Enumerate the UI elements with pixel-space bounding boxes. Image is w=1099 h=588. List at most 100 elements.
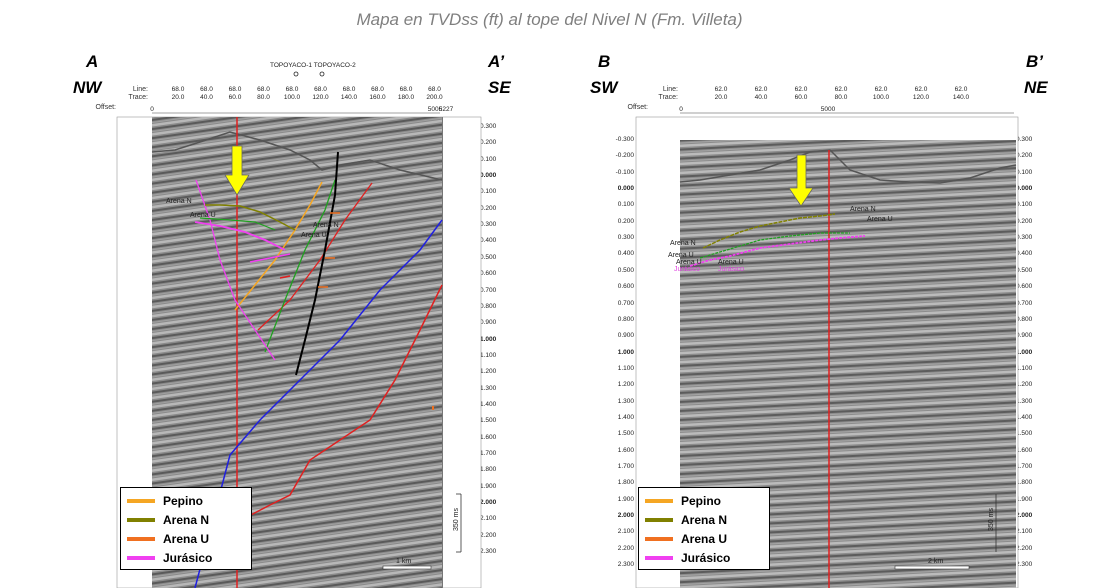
right-col: 62.0 60.0	[790, 86, 812, 102]
right-y-tick: 1.100	[617, 364, 634, 372]
label-arena-u-right: Arena U	[668, 252, 694, 259]
right-y-tick: 0.200	[617, 217, 634, 225]
right-col: 62.0 100.0	[870, 86, 892, 102]
right-line-value: 62.0	[834, 86, 848, 93]
right-trace-value: 40.0	[754, 94, 768, 101]
right-legend-item: Pepino	[645, 491, 763, 510]
right-scale-km: 2 km	[928, 558, 944, 565]
left-y-right-tick: 0.600	[480, 270, 497, 278]
right-y-right-tick: 1.200	[1016, 381, 1033, 389]
offset-label: Offset:	[95, 104, 117, 111]
left-y-right-tick: 0.200	[480, 204, 497, 212]
left-col: 68.0 60.0	[224, 86, 246, 102]
right-trace-value: 20.0	[714, 94, 728, 101]
left-header-labels: Line: Trace:	[108, 86, 148, 102]
label-arena-u-right-top: Arena U	[867, 216, 893, 223]
right-y-right-tick: 1.600	[1016, 446, 1033, 454]
right-y-tick: 1.400	[617, 413, 634, 421]
label-arena-n-right: Arena N	[670, 240, 696, 247]
right-y-tick: 1.300	[617, 397, 634, 405]
right-y-right-tick: 2.300	[1016, 561, 1033, 569]
right-legend-swatch	[645, 555, 673, 560]
line-label: Line:	[132, 86, 148, 93]
right-header-labels: Line: Trace:	[638, 86, 678, 102]
label-arena-u-2: Arena U	[301, 232, 327, 239]
right-line-value: 62.0	[954, 86, 968, 93]
label-arena-u-right-3: Arena U	[718, 259, 744, 266]
left-y-right-tick: 1.400	[480, 400, 497, 408]
right-y-right-tick: 2.000	[1016, 512, 1033, 520]
left-y-right-tick: 0.300	[480, 221, 497, 229]
right-col: 62.0 80.0	[830, 86, 852, 102]
offset-label-right: Offset:	[627, 104, 649, 111]
left-line-value: 68.0	[399, 86, 413, 93]
left-trace-value: 120.0	[312, 94, 329, 101]
left-y-right-tick: 2.100	[480, 515, 497, 523]
corner-label-ne: NE	[1024, 78, 1048, 97]
right-y-tick: 0.500	[617, 266, 634, 274]
right-legend-swatch	[645, 536, 673, 541]
left-y-right-tick: 0.100	[480, 188, 497, 196]
right-y-tick: -0.200	[615, 152, 634, 160]
right-y-right-tick: 0.300	[1016, 234, 1033, 242]
left-y-right-tick: 0.000	[480, 172, 497, 180]
left-trace-value: 160.0	[369, 94, 386, 101]
right-y-tick: 0.600	[617, 283, 634, 291]
label-arena-n-2: Arena N	[313, 222, 339, 229]
right-legend-label: Arena N	[681, 512, 728, 527]
right-scale-ms: 350 ms	[987, 508, 995, 531]
right-y-right-tick: 2.200	[1016, 544, 1033, 552]
label-jurasico-right-2: Jurásico	[718, 266, 745, 273]
right-y-tick: 0.300	[617, 234, 634, 242]
left-legend-label: Arena U	[163, 531, 210, 546]
well-names: TOPOYACO-1 TOPOYACO-2	[270, 62, 356, 69]
trace-end: 5227	[438, 106, 454, 113]
label-jurasico-right-1: Jurásico	[674, 266, 701, 273]
left-line-value: 68.0	[314, 86, 327, 93]
left-y-right-tick: 1.600	[480, 433, 497, 441]
left-line-value: 68.0	[342, 86, 356, 93]
right-y-right-tick: 1.400	[1016, 413, 1033, 421]
right-y-right-tick: 1.800	[1016, 479, 1033, 487]
right-y-right-tick: 0.300	[1016, 136, 1033, 143]
right-trace-value: 60.0	[794, 94, 808, 101]
right-legend-label: Arena U	[681, 531, 728, 546]
left-y-right-tick: 0.300	[480, 123, 497, 130]
left-y-right-tick: 1.700	[480, 450, 497, 457]
left-y-right-tick: 1.900	[480, 482, 497, 490]
label-arena-n-right-top: Arena N	[850, 206, 876, 213]
left-y-right-tick: 2.300	[480, 548, 497, 556]
right-y-right-tick: 0.800	[1016, 315, 1033, 323]
right-y-right-tick: 0.100	[1016, 168, 1033, 176]
left-col: 68.0 80.0	[253, 86, 275, 102]
right-y-right-tick: 0.400	[1016, 250, 1033, 258]
right-y-tick: -0.300	[615, 136, 634, 143]
right-y-tick: 1.600	[617, 446, 634, 454]
left-legend-label: Jurásico	[163, 550, 213, 565]
left-col: 68.0 40.0	[196, 86, 218, 102]
left-y-right-tick: 1.500	[480, 417, 497, 425]
right-y-right-tick: 2.100	[1016, 528, 1033, 536]
left-trace-value: 180.0	[397, 94, 415, 101]
left-trace-value: 80.0	[257, 94, 270, 101]
right-y-tick: 1.900	[617, 495, 634, 503]
left-trace-value: 140.0	[340, 94, 358, 101]
right-y-tick: 2.000	[617, 512, 634, 520]
corner-label-b: B	[598, 52, 611, 71]
left-y-right-tick: 1.100	[480, 351, 497, 359]
right-y-tick: 0.900	[617, 332, 634, 340]
right-y-tick: -0.100	[615, 168, 634, 176]
left-legend-item: Arena U	[127, 529, 245, 548]
left-y-right-tick: 0.700	[480, 286, 497, 294]
right-y-tick: 0.700	[617, 299, 634, 307]
left-y-right-tick: 0.500	[480, 253, 497, 261]
left-scale-km: 1 km	[396, 558, 412, 565]
left-line-value: 68.0	[228, 86, 242, 93]
left-y-right-tick: 2.200	[480, 531, 497, 539]
right-y-tick: 2.200	[617, 544, 634, 552]
left-y-right-tick: 1.800	[480, 466, 497, 474]
right-y-tick: 0.800	[617, 315, 634, 323]
right-line-value: 62.0	[754, 86, 768, 93]
right-y-tick: 2.100	[617, 528, 634, 536]
left-col: 68.0 20.0	[167, 86, 189, 102]
